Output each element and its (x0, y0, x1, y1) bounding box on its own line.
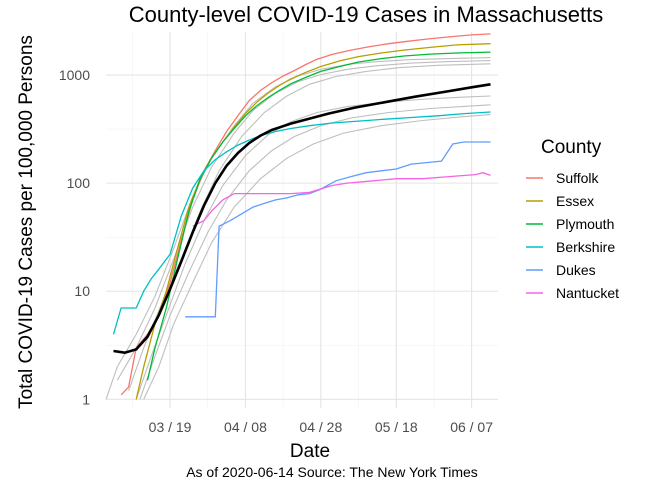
legend-label-suffolk: Suffolk (556, 170, 600, 186)
x-tick-label: 06 / 07 (450, 419, 493, 435)
legend-label-plymouth: Plymouth (556, 216, 614, 232)
county-line-dukes (185, 141, 491, 318)
county-line-essex (135, 43, 491, 400)
x-tick-label: 04 / 08 (224, 419, 267, 435)
legend-label-nantucket: Nantucket (556, 285, 619, 301)
legend-items: Suffolk Essex Plymouth Berkshire Dukes Nantuc… (526, 170, 619, 301)
x-tick-label: 05 / 18 (375, 419, 418, 435)
background-county-line (105, 57, 491, 400)
county-line-suffolk (120, 33, 491, 396)
county-line-plymouth (146, 51, 491, 381)
legend-label-berkshire: Berkshire (556, 239, 615, 255)
x-axis-ticks: 03 / 19 04 / 08 04 / 28 05 / 18 06 / 07 (149, 419, 494, 435)
x-axis-title: Date (290, 441, 330, 462)
x-tick-label: 03 / 19 (149, 419, 192, 435)
chart-title: County-level COVID-19 Cases in Massachus… (129, 2, 603, 27)
legend: County Suffolk Essex Plymouth Berkshire Duke… (526, 137, 619, 301)
background-county-line (143, 114, 491, 400)
legend-label-dukes: Dukes (556, 262, 596, 278)
legend-title: County (541, 137, 602, 158)
trend-line-group (113, 83, 491, 355)
y-axis-ticks: 1 10 100 1000 (59, 67, 90, 407)
legend-label-essex: Essex (556, 193, 594, 209)
y-tick-label: 1000 (59, 67, 90, 83)
x-tick-label: 04 / 28 (299, 419, 342, 435)
plot-area (105, 32, 498, 408)
background-county-lines (105, 57, 491, 400)
trend-line (113, 83, 491, 355)
y-tick-label: 10 (74, 283, 90, 299)
y-tick-label: 100 (67, 175, 91, 191)
background-county-line (139, 104, 491, 400)
county-line-berkshire (112, 111, 491, 335)
chart-caption: As of 2020-06-14 Source: The New York Ti… (186, 464, 478, 480)
y-tick-label: 1 (82, 391, 90, 407)
grid-lines (106, 32, 498, 408)
county-line-nantucket (192, 172, 491, 227)
background-county-line (116, 60, 491, 381)
y-axis-title: Total COVID-19 Cases per 100,000 Persons (16, 35, 37, 409)
background-county-line (135, 95, 491, 400)
